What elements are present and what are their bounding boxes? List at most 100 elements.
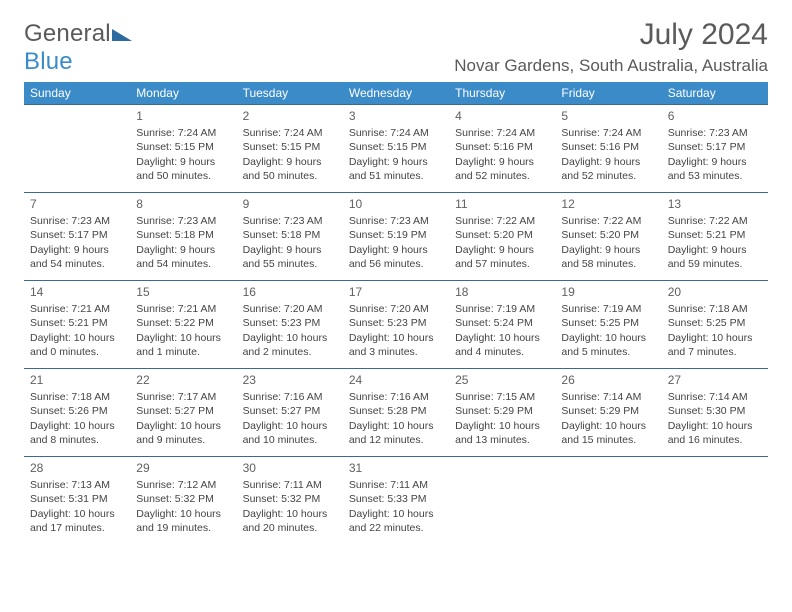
day-detail-sr: Sunrise: 7:12 AM bbox=[136, 478, 230, 492]
day-number: 8 bbox=[136, 196, 230, 212]
day-detail-d2: and 53 minutes. bbox=[668, 169, 762, 183]
day-number: 22 bbox=[136, 372, 230, 388]
day-detail-d1: Daylight: 9 hours bbox=[243, 243, 337, 257]
day-detail-ss: Sunset: 5:18 PM bbox=[243, 228, 337, 242]
day-detail-d2: and 57 minutes. bbox=[455, 257, 549, 271]
day-detail-sr: Sunrise: 7:19 AM bbox=[561, 302, 655, 316]
day-detail-ss: Sunset: 5:15 PM bbox=[243, 140, 337, 154]
day-number: 20 bbox=[668, 284, 762, 300]
day-detail-ss: Sunset: 5:32 PM bbox=[243, 492, 337, 506]
day-detail-ss: Sunset: 5:29 PM bbox=[455, 404, 549, 418]
day-number: 27 bbox=[668, 372, 762, 388]
weekday-header: Tuesday bbox=[237, 82, 343, 105]
day-detail-d1: Daylight: 9 hours bbox=[136, 243, 230, 257]
day-detail-d1: Daylight: 9 hours bbox=[668, 243, 762, 257]
day-detail-d2: and 52 minutes. bbox=[561, 169, 655, 183]
day-detail-ss: Sunset: 5:21 PM bbox=[668, 228, 762, 242]
calendar-day: 5Sunrise: 7:24 AMSunset: 5:16 PMDaylight… bbox=[555, 105, 661, 193]
day-detail-sr: Sunrise: 7:23 AM bbox=[30, 214, 124, 228]
day-number: 13 bbox=[668, 196, 762, 212]
day-detail-d1: Daylight: 10 hours bbox=[668, 331, 762, 345]
calendar-day: 15Sunrise: 7:21 AMSunset: 5:22 PMDayligh… bbox=[130, 281, 236, 369]
day-detail-d2: and 7 minutes. bbox=[668, 345, 762, 359]
calendar-week: 1Sunrise: 7:24 AMSunset: 5:15 PMDaylight… bbox=[24, 105, 768, 193]
day-number: 25 bbox=[455, 372, 549, 388]
calendar-day: 11Sunrise: 7:22 AMSunset: 5:20 PMDayligh… bbox=[449, 193, 555, 281]
calendar-day: 21Sunrise: 7:18 AMSunset: 5:26 PMDayligh… bbox=[24, 369, 130, 457]
day-detail-d2: and 54 minutes. bbox=[136, 257, 230, 271]
day-number: 17 bbox=[349, 284, 443, 300]
calendar-day: 17Sunrise: 7:20 AMSunset: 5:23 PMDayligh… bbox=[343, 281, 449, 369]
weekday-header: Wednesday bbox=[343, 82, 449, 105]
calendar-header: SundayMondayTuesdayWednesdayThursdayFrid… bbox=[24, 82, 768, 105]
day-detail-ss: Sunset: 5:20 PM bbox=[561, 228, 655, 242]
day-detail-sr: Sunrise: 7:22 AM bbox=[455, 214, 549, 228]
day-number: 3 bbox=[349, 108, 443, 124]
title-block: July 2024 Novar Gardens, South Australia… bbox=[454, 18, 768, 76]
day-number: 31 bbox=[349, 460, 443, 476]
day-number: 16 bbox=[243, 284, 337, 300]
calendar-day-empty bbox=[24, 105, 130, 193]
calendar-day-empty bbox=[449, 457, 555, 545]
day-detail-ss: Sunset: 5:21 PM bbox=[30, 316, 124, 330]
day-detail-sr: Sunrise: 7:23 AM bbox=[668, 126, 762, 140]
calendar-day: 16Sunrise: 7:20 AMSunset: 5:23 PMDayligh… bbox=[237, 281, 343, 369]
calendar-day: 18Sunrise: 7:19 AMSunset: 5:24 PMDayligh… bbox=[449, 281, 555, 369]
calendar-day: 30Sunrise: 7:11 AMSunset: 5:32 PMDayligh… bbox=[237, 457, 343, 545]
day-detail-ss: Sunset: 5:15 PM bbox=[349, 140, 443, 154]
day-detail-ss: Sunset: 5:28 PM bbox=[349, 404, 443, 418]
day-detail-sr: Sunrise: 7:11 AM bbox=[349, 478, 443, 492]
calendar-day: 26Sunrise: 7:14 AMSunset: 5:29 PMDayligh… bbox=[555, 369, 661, 457]
page-title: July 2024 bbox=[454, 18, 768, 52]
day-detail-d1: Daylight: 9 hours bbox=[561, 243, 655, 257]
day-detail-ss: Sunset: 5:24 PM bbox=[455, 316, 549, 330]
day-number: 28 bbox=[30, 460, 124, 476]
day-detail-d2: and 12 minutes. bbox=[349, 433, 443, 447]
day-detail-sr: Sunrise: 7:23 AM bbox=[243, 214, 337, 228]
day-detail-sr: Sunrise: 7:24 AM bbox=[561, 126, 655, 140]
day-detail-d2: and 10 minutes. bbox=[243, 433, 337, 447]
day-detail-d2: and 17 minutes. bbox=[30, 521, 124, 535]
day-detail-ss: Sunset: 5:16 PM bbox=[561, 140, 655, 154]
day-detail-d1: Daylight: 10 hours bbox=[349, 419, 443, 433]
day-detail-d1: Daylight: 10 hours bbox=[30, 507, 124, 521]
day-detail-ss: Sunset: 5:32 PM bbox=[136, 492, 230, 506]
day-detail-sr: Sunrise: 7:16 AM bbox=[243, 390, 337, 404]
day-detail-d2: and 13 minutes. bbox=[455, 433, 549, 447]
day-detail-ss: Sunset: 5:17 PM bbox=[30, 228, 124, 242]
day-number: 12 bbox=[561, 196, 655, 212]
day-detail-sr: Sunrise: 7:24 AM bbox=[136, 126, 230, 140]
calendar-day: 31Sunrise: 7:11 AMSunset: 5:33 PMDayligh… bbox=[343, 457, 449, 545]
day-detail-sr: Sunrise: 7:24 AM bbox=[243, 126, 337, 140]
calendar-day: 24Sunrise: 7:16 AMSunset: 5:28 PMDayligh… bbox=[343, 369, 449, 457]
day-detail-d2: and 50 minutes. bbox=[243, 169, 337, 183]
day-detail-sr: Sunrise: 7:18 AM bbox=[668, 302, 762, 316]
weekday-header: Saturday bbox=[662, 82, 768, 105]
day-detail-ss: Sunset: 5:30 PM bbox=[668, 404, 762, 418]
brand-part2: Blue bbox=[24, 48, 73, 75]
day-detail-sr: Sunrise: 7:19 AM bbox=[455, 302, 549, 316]
day-detail-d2: and 19 minutes. bbox=[136, 521, 230, 535]
day-detail-ss: Sunset: 5:23 PM bbox=[349, 316, 443, 330]
day-number: 30 bbox=[243, 460, 337, 476]
calendar-day: 25Sunrise: 7:15 AMSunset: 5:29 PMDayligh… bbox=[449, 369, 555, 457]
brand-part1: General bbox=[24, 20, 111, 47]
day-detail-ss: Sunset: 5:18 PM bbox=[136, 228, 230, 242]
day-detail-ss: Sunset: 5:29 PM bbox=[561, 404, 655, 418]
day-detail-ss: Sunset: 5:26 PM bbox=[30, 404, 124, 418]
calendar-week: 21Sunrise: 7:18 AMSunset: 5:26 PMDayligh… bbox=[24, 369, 768, 457]
day-detail-d1: Daylight: 10 hours bbox=[136, 331, 230, 345]
day-number: 18 bbox=[455, 284, 549, 300]
calendar-day: 7Sunrise: 7:23 AMSunset: 5:17 PMDaylight… bbox=[24, 193, 130, 281]
day-detail-d1: Daylight: 10 hours bbox=[30, 419, 124, 433]
weekday-header: Friday bbox=[555, 82, 661, 105]
day-detail-sr: Sunrise: 7:24 AM bbox=[455, 126, 549, 140]
calendar-week: 14Sunrise: 7:21 AMSunset: 5:21 PMDayligh… bbox=[24, 281, 768, 369]
day-number: 14 bbox=[30, 284, 124, 300]
calendar-day: 29Sunrise: 7:12 AMSunset: 5:32 PMDayligh… bbox=[130, 457, 236, 545]
day-detail-d1: Daylight: 9 hours bbox=[349, 243, 443, 257]
day-detail-d1: Daylight: 10 hours bbox=[561, 331, 655, 345]
day-detail-d2: and 20 minutes. bbox=[243, 521, 337, 535]
day-detail-d1: Daylight: 10 hours bbox=[349, 331, 443, 345]
day-detail-d1: Daylight: 10 hours bbox=[243, 419, 337, 433]
